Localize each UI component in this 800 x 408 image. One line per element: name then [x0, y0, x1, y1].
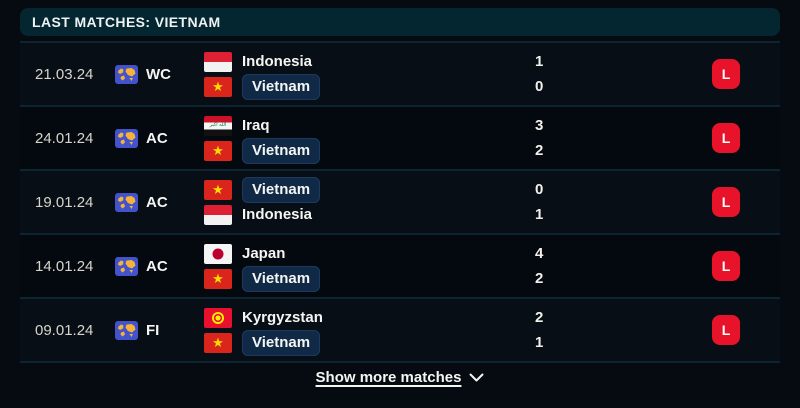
away-team-line: Vietnam	[204, 329, 535, 356]
result-badge: L	[712, 187, 740, 217]
world-map-icon	[115, 320, 138, 340]
home-team-line: Japan	[204, 241, 535, 266]
competition-code: AC	[146, 129, 168, 147]
scores-column: 0 1	[535, 171, 575, 233]
competition: WC	[115, 64, 204, 84]
page-title: LAST MATCHES: VIETNAM	[32, 14, 221, 30]
home-team-score: 2	[535, 309, 544, 326]
home-team-score: 0	[535, 181, 544, 198]
away-team-name: Vietnam	[242, 329, 321, 356]
world-map-icon	[115, 192, 138, 212]
home-team-line: Indonesia	[204, 49, 535, 74]
result-badge: L	[712, 59, 740, 89]
away-team-line: Vietnam	[204, 265, 535, 292]
result-badge: L	[712, 315, 740, 345]
home-team-name: Vietnam	[242, 176, 321, 203]
show-more-label: Show more matches	[315, 369, 462, 386]
home-team-name: Indonesia	[242, 53, 313, 70]
home-team-score: 1	[535, 53, 544, 70]
away-team-score: 0	[535, 78, 544, 95]
matches-list: 21.03.24 WC Indonesia	[20, 41, 780, 363]
competition-code: AC	[146, 257, 168, 275]
teams-column: Kyrgyzstan Vietnam	[204, 299, 535, 361]
home-team-flag-icon	[204, 51, 232, 72]
footer: Show more matches	[0, 363, 800, 392]
match-row[interactable]: 21.03.24 WC Indonesia	[20, 41, 780, 105]
away-team-flag-icon	[204, 332, 232, 353]
home-team-score: 4	[535, 245, 544, 262]
scores-column: 2 1	[535, 299, 575, 361]
competition: FI	[115, 320, 204, 340]
competition-code: AC	[146, 193, 168, 211]
home-team-flag-icon	[204, 179, 232, 200]
home-team-line: Iraq	[204, 113, 535, 138]
teams-column: Indonesia Vietnam	[204, 43, 535, 105]
away-team-flag-icon	[204, 204, 232, 225]
away-team-name: Indonesia	[242, 206, 313, 223]
away-team-score: 1	[535, 334, 544, 351]
match-row[interactable]: 19.01.24 AC Vietnam	[20, 169, 780, 233]
away-team-score: 2	[535, 270, 544, 287]
result-badge: L	[712, 251, 740, 281]
home-team-name: Kyrgyzstan	[242, 309, 323, 326]
result-badge: L	[712, 123, 740, 153]
home-team-name: Japan	[242, 245, 286, 262]
match-date: 09.01.24	[35, 321, 94, 339]
teams-column: Iraq Vietnam	[204, 107, 535, 169]
match-date: 21.03.24	[35, 65, 94, 83]
home-team-line: Kyrgyzstan	[204, 305, 535, 330]
home-team-line: Vietnam	[204, 176, 535, 203]
last-matches-header: LAST MATCHES: VIETNAM	[20, 8, 780, 36]
match-date: 14.01.24	[35, 257, 94, 275]
home-team-flag-icon	[204, 307, 232, 328]
competition-code: FI	[146, 321, 160, 339]
home-team-flag-icon	[204, 115, 232, 136]
chevron-down-icon	[469, 373, 484, 382]
away-team-line: Vietnam	[204, 73, 535, 100]
away-team-flag-icon	[204, 140, 232, 161]
teams-column: Japan Vietnam	[204, 235, 535, 297]
match-row[interactable]: 14.01.24 AC Japan	[20, 233, 780, 297]
home-team-name: Iraq	[242, 117, 270, 134]
teams-column: Vietnam Indonesia	[204, 171, 535, 233]
scores-column: 4 2	[535, 235, 575, 297]
away-team-line: Indonesia	[204, 202, 535, 227]
away-team-name: Vietnam	[242, 137, 321, 164]
competition: AC	[115, 256, 204, 276]
away-team-score: 1	[535, 206, 544, 223]
competition: AC	[115, 128, 204, 148]
away-team-name: Vietnam	[242, 265, 321, 292]
show-more-button[interactable]: Show more matches	[310, 368, 491, 387]
away-team-flag-icon	[204, 268, 232, 289]
scores-column: 3 2	[535, 107, 575, 169]
away-team-name: Vietnam	[242, 73, 321, 100]
match-date: 24.01.24	[35, 129, 94, 147]
scores-column: 1 0	[535, 43, 575, 105]
competition-code: WC	[146, 65, 171, 83]
world-map-icon	[115, 256, 138, 276]
world-map-icon	[115, 128, 138, 148]
world-map-icon	[115, 64, 138, 84]
match-date: 19.01.24	[35, 193, 94, 211]
competition: AC	[115, 192, 204, 212]
home-team-score: 3	[535, 117, 544, 134]
away-team-score: 2	[535, 142, 544, 159]
match-row[interactable]: 24.01.24 AC Iraq	[20, 105, 780, 169]
away-team-flag-icon	[204, 76, 232, 97]
home-team-flag-icon	[204, 243, 232, 264]
away-team-line: Vietnam	[204, 137, 535, 164]
match-row[interactable]: 09.01.24 FI Kyrgyzstan	[20, 297, 780, 361]
